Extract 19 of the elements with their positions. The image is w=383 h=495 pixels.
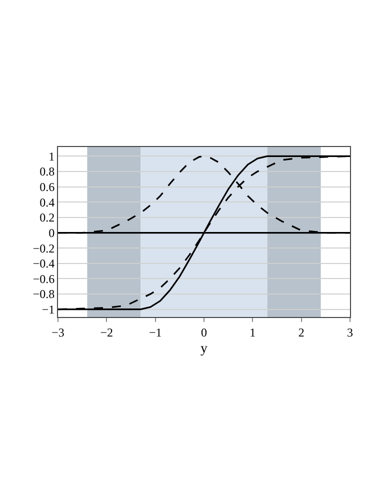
x-tick-label: −2 <box>100 325 114 340</box>
y-tick-label: −0.2 <box>32 241 55 256</box>
x-tick-label: 2 <box>298 325 304 340</box>
y-tick-label: −1 <box>42 302 55 317</box>
x-tick-label: −1 <box>148 325 162 340</box>
y-tick-label: 0.2 <box>40 210 55 225</box>
y-tick-label: 0.4 <box>40 195 55 210</box>
x-tick-label: 3 <box>347 325 353 340</box>
y-tick-label: 1 <box>48 149 55 164</box>
x-tick-label: 1 <box>250 325 256 340</box>
y-tick-label: 0 <box>48 226 55 240</box>
y-tick-label: −0.4 <box>32 256 55 271</box>
x-tick-label: 0 <box>201 325 207 340</box>
x-axis-title: y <box>200 342 208 357</box>
y-tick-label: −0.6 <box>32 272 55 286</box>
y-tick-label: 0.8 <box>40 164 55 179</box>
y-tick-label: 0.6 <box>40 180 55 194</box>
x-tick-label: −3 <box>52 325 64 340</box>
y-tick-label: −0.8 <box>32 287 55 302</box>
